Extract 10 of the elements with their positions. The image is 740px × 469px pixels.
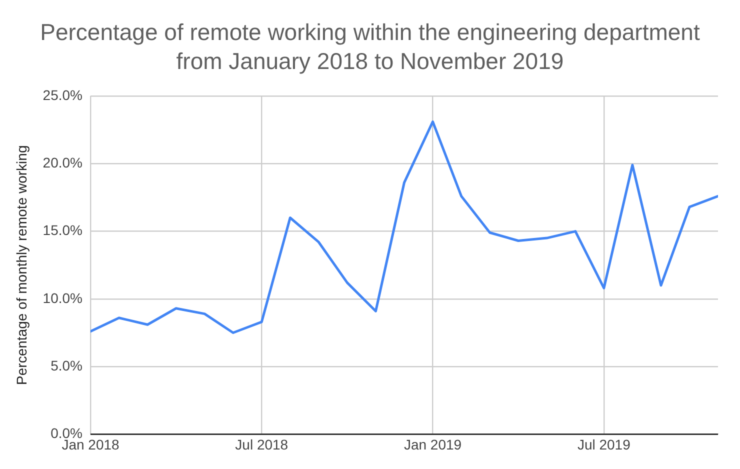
- y-axis-title: Percentage of monthly remote working: [13, 145, 30, 385]
- y-tick-label: 5.0%: [50, 357, 82, 374]
- x-tick-label: Jan 2019: [404, 436, 462, 452]
- y-tick-label: 15.0%: [42, 222, 82, 238]
- x-tick-label: Jul 2019: [577, 436, 631, 452]
- y-tick-label: 20.0%: [42, 154, 82, 170]
- chart-title: Percentage of remote working within the engineering department from January 2018 to November 2019: [39, 18, 701, 76]
- y-tick-label: 10.0%: [42, 290, 82, 306]
- x-tick-label: Jul 2018: [235, 436, 288, 452]
- y-tick-label: 25.0%: [42, 86, 82, 103]
